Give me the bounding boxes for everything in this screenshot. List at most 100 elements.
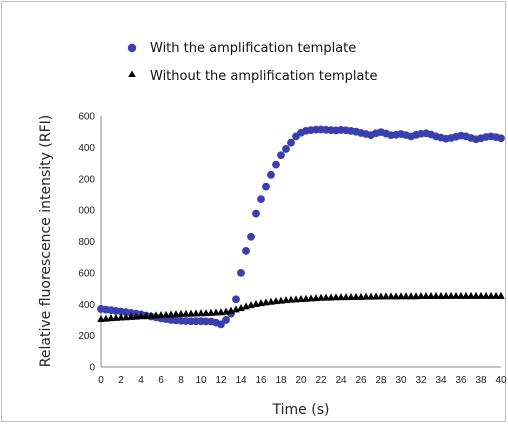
data-point-without-template bbox=[437, 292, 445, 300]
data-point-without-template bbox=[417, 292, 425, 300]
data-point-with-template bbox=[267, 170, 275, 179]
legend: With the amplification template Without … bbox=[127, 41, 378, 84]
data-point-without-template bbox=[382, 292, 390, 300]
x-tick-label: 38 bbox=[475, 375, 487, 386]
data-point-without-template bbox=[207, 308, 215, 316]
y-tick-labels: 0 200 400 600 800 000 200 400 600 bbox=[78, 112, 95, 374]
x-tick-label: 24 bbox=[335, 375, 347, 386]
data-point-without-template bbox=[337, 293, 345, 301]
data-point-with-template bbox=[247, 232, 255, 241]
data-point-with-template bbox=[272, 160, 280, 169]
data-point-without-template bbox=[322, 293, 330, 301]
data-point-without-template bbox=[452, 291, 460, 299]
data-point-without-template bbox=[182, 309, 190, 317]
data-point-without-template bbox=[142, 311, 150, 319]
data-point-without-template bbox=[297, 295, 305, 303]
legend-label-with-template: With the amplification template bbox=[150, 41, 356, 56]
data-point-without-template bbox=[342, 293, 350, 301]
data-point-without-template bbox=[192, 309, 200, 317]
y-tick-label: 200 bbox=[78, 331, 95, 342]
data-point-without-template bbox=[152, 311, 160, 319]
x-tick-label: 36 bbox=[455, 375, 467, 386]
data-point-with-template bbox=[262, 182, 270, 191]
data-point-without-template bbox=[127, 312, 135, 320]
data-point-without-template bbox=[352, 292, 360, 300]
data-point-without-template bbox=[427, 292, 435, 300]
data-point-without-template bbox=[197, 309, 205, 317]
legend-item-with-template: With the amplification template bbox=[127, 41, 356, 56]
data-point-without-template bbox=[357, 292, 365, 300]
data-point-without-template bbox=[392, 292, 400, 300]
series-without-template bbox=[97, 291, 505, 322]
data-point-without-template bbox=[147, 311, 155, 319]
y-tick-label: 600 bbox=[78, 112, 95, 123]
x-axis-title: Time (s) bbox=[272, 402, 330, 418]
y-tick-label: 200 bbox=[78, 174, 95, 185]
y-tick-label: 400 bbox=[78, 300, 95, 311]
data-point-without-template bbox=[372, 292, 380, 300]
x-tick-label: 6 bbox=[158, 375, 164, 386]
data-point-without-template bbox=[482, 291, 490, 299]
data-point-with-template bbox=[287, 138, 295, 147]
x-tick-label: 4 bbox=[138, 375, 144, 386]
data-point-with-template bbox=[497, 134, 505, 143]
data-point-with-template bbox=[277, 151, 285, 160]
data-point-without-template bbox=[187, 309, 195, 317]
data-point-without-template bbox=[347, 292, 355, 300]
data-point-without-template bbox=[432, 292, 440, 300]
x-tick-label: 32 bbox=[415, 375, 427, 386]
data-point-without-template bbox=[442, 291, 450, 299]
legend-marker-without-template bbox=[128, 70, 136, 77]
data-point-without-template bbox=[487, 291, 495, 299]
data-point-without-template bbox=[117, 313, 125, 321]
data-point-without-template bbox=[332, 293, 340, 301]
data-point-without-template bbox=[172, 310, 180, 318]
data-point-without-template bbox=[317, 293, 325, 301]
y-tick-label: 800 bbox=[78, 237, 95, 248]
data-point-without-template bbox=[132, 312, 140, 320]
x-tick-label: 12 bbox=[215, 375, 227, 386]
x-tick-label: 22 bbox=[315, 375, 327, 386]
x-tick-label: 10 bbox=[195, 375, 207, 386]
data-point-without-template bbox=[412, 292, 420, 300]
data-point-without-template bbox=[97, 314, 105, 322]
x-tick-label: 28 bbox=[375, 375, 387, 386]
y-tick-label: 000 bbox=[78, 206, 95, 217]
data-point-without-template bbox=[137, 312, 145, 320]
data-point-with-template bbox=[232, 295, 240, 304]
data-point-without-template bbox=[407, 292, 415, 300]
x-tick-label: 0 bbox=[98, 375, 104, 386]
legend-label-without-template: Without the amplification template bbox=[150, 69, 378, 84]
data-point-without-template bbox=[292, 295, 300, 303]
data-point-without-template bbox=[422, 292, 430, 300]
data-point-without-template bbox=[287, 295, 295, 303]
y-tick-label: 600 bbox=[78, 268, 95, 279]
data-point-without-template bbox=[467, 291, 475, 299]
x-tick-label: 8 bbox=[178, 375, 184, 386]
data-point-with-template bbox=[257, 195, 265, 204]
data-point-without-template bbox=[302, 294, 310, 302]
data-point-without-template bbox=[477, 291, 485, 299]
data-point-with-template bbox=[242, 247, 250, 255]
data-point-without-template bbox=[397, 292, 405, 300]
data-point-without-template bbox=[307, 294, 315, 302]
data-point-without-template bbox=[157, 311, 165, 319]
x-tick-label: 18 bbox=[275, 375, 287, 386]
data-point-without-template bbox=[472, 291, 480, 299]
data-point-with-template bbox=[217, 320, 225, 329]
data-point-without-template bbox=[312, 294, 320, 302]
data-point-without-template bbox=[122, 313, 130, 321]
x-tick-label: 30 bbox=[395, 375, 407, 386]
data-point-without-template bbox=[387, 292, 395, 300]
data-point-without-template bbox=[402, 292, 410, 300]
data-point-without-template bbox=[167, 310, 175, 318]
data-point-with-template bbox=[222, 316, 230, 324]
data-point-without-template bbox=[212, 308, 220, 316]
y-axis-title: Relative fluorescence intensity (RFI) bbox=[38, 115, 54, 367]
data-point-without-template bbox=[447, 291, 455, 299]
data-point-without-template bbox=[367, 292, 375, 300]
x-tick-label: 34 bbox=[435, 375, 447, 386]
data-point-without-template bbox=[177, 309, 185, 317]
data-point-without-template bbox=[497, 291, 505, 299]
data-point-without-template bbox=[202, 309, 210, 317]
